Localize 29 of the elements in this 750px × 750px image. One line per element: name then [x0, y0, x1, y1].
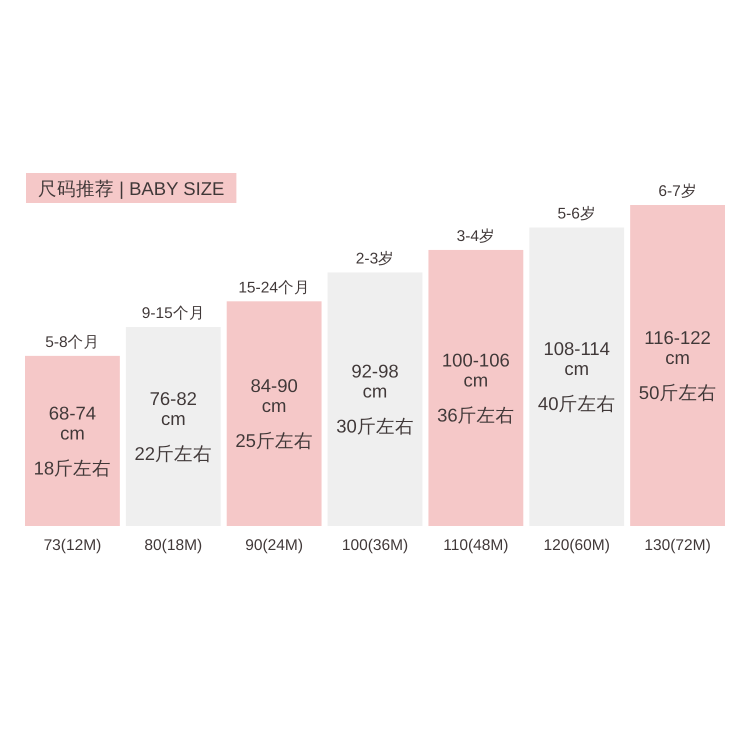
x-tick-label: 100(36M): [342, 537, 408, 554]
annotation: 50斤左右: [638, 382, 716, 403]
annotation: 22斤左右: [134, 442, 212, 464]
annotation: 5-8个月: [45, 332, 100, 351]
annotation: 25斤左右: [235, 430, 313, 452]
x-tick-label: 73(12M): [44, 537, 102, 554]
annotation: 2-3岁: [356, 249, 394, 268]
annotation: 3-4岁: [456, 226, 496, 245]
chart-title: 尺码推荐 | BABY SIZE: [38, 178, 224, 199]
annotation: 6-7岁: [658, 182, 697, 200]
annotation: 15-24个月: [238, 278, 310, 296]
annotation: 84-90 cm: [250, 375, 298, 416]
annotation: 108-114 cm: [543, 338, 610, 380]
annotation: 68-74 cm: [48, 402, 96, 444]
annotation: 92-98 cm: [351, 360, 399, 402]
x-tick-label: 80(18M): [144, 537, 202, 554]
annotation: 40斤左右: [538, 393, 616, 414]
x-tick-label: 130(72M): [644, 537, 711, 554]
annotation: 36斤左右: [437, 404, 515, 426]
annotation: 5-6岁: [558, 204, 596, 222]
annotation: 76-82 cm: [150, 388, 197, 429]
annotation: 9-15个月: [142, 304, 205, 322]
annotation: 100-106 cm: [442, 349, 510, 390]
annotation: 18斤左右: [34, 457, 112, 478]
annotation: 116-122 cm: [644, 327, 711, 368]
x-tick-label: 110(48M): [443, 537, 508, 554]
x-tick-label: 90(24M): [245, 537, 303, 554]
x-tick-label: 120(60M): [544, 537, 610, 554]
annotation: 30斤左右: [336, 416, 414, 437]
